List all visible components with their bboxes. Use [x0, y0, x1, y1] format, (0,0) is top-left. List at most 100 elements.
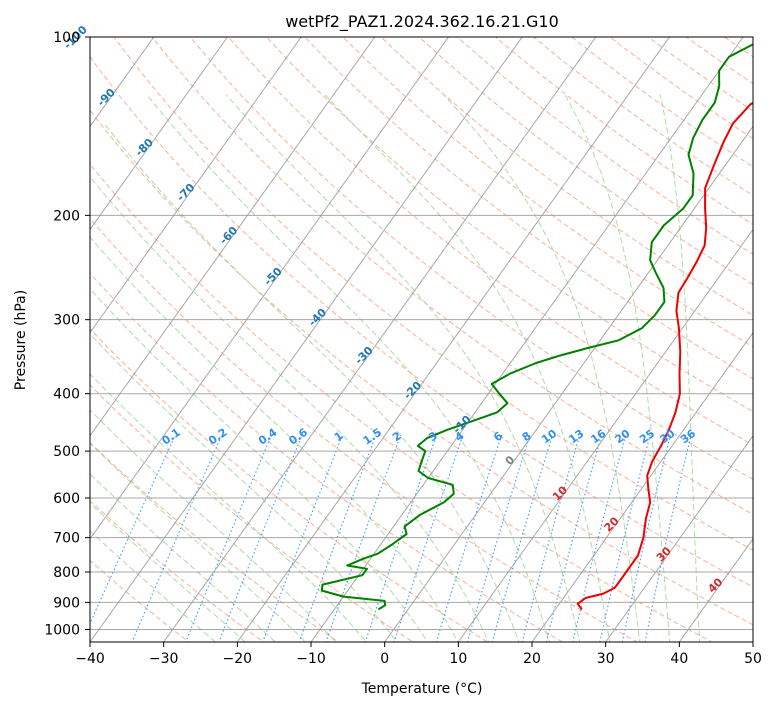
isotherm	[752, 641, 753, 642]
mixing-ratio-line	[298, 435, 377, 642]
isotherm	[0, 37, 7, 642]
dry-adiabat	[151, 37, 753, 515]
mixing-ratio-line	[90, 434, 176, 625]
mixing-ratio-label: 2	[390, 429, 404, 444]
moist-adiabat	[90, 530, 216, 642]
dry-adiabat	[90, 327, 489, 642]
mixing-ratio-label: 0.4	[256, 426, 280, 448]
isotherm-label: -60	[217, 224, 240, 247]
mixing-ratio-line	[364, 435, 438, 642]
y-tick-label: 300	[53, 313, 80, 329]
dry-adiabat	[90, 56, 753, 588]
mixing-ratio-line	[599, 435, 651, 642]
mixing-ratio-label: 0.2	[206, 426, 229, 448]
mixing-ratio-label: 16	[588, 427, 608, 447]
y-tick-label: 600	[53, 491, 80, 507]
dry-adiabat	[227, 37, 753, 446]
mixing-ratio-line	[262, 434, 344, 642]
moist-adiabat	[90, 333, 398, 642]
plot-frame	[89, 36, 754, 643]
mixing-ratio-label: 10	[539, 427, 559, 447]
dry-adiabat	[304, 37, 753, 380]
y-tick-label: 900	[53, 595, 80, 611]
background-lines	[0, 37, 753, 642]
mixing-ratio-line	[435, 435, 503, 642]
data-lines	[320, 43, 753, 611]
chart-title: wetPf2_PAZ1.2024.362.16.21.G10	[285, 12, 559, 32]
isotherm	[605, 434, 753, 642]
temperature-profile	[576, 101, 753, 610]
dry-adiabat	[532, 37, 753, 196]
mixing-ratio-label: 36	[678, 427, 698, 447]
isotherm	[163, 37, 597, 642]
isotherm-label: 20	[602, 514, 622, 534]
moist-adiabat	[103, 123, 520, 642]
isotherm	[384, 125, 753, 642]
mixing-ratio-line	[393, 435, 464, 642]
mixing-ratio-line	[572, 435, 627, 642]
dry-adiabat	[342, 37, 753, 348]
isotherm-label: 10	[550, 483, 570, 503]
mixing-ratio-line	[218, 434, 303, 642]
isotherm	[90, 37, 228, 231]
moist-adiabat	[146, 94, 550, 642]
moist-adiabat	[90, 502, 246, 642]
y-tick-label: 400	[53, 387, 80, 403]
isotherm	[678, 537, 753, 642]
moist-adiabat	[659, 94, 701, 642]
mixing-ratio-label: 1.5	[361, 426, 384, 448]
dry-adiabat	[265, 37, 753, 413]
isotherm-label: -40	[306, 306, 329, 329]
mixing-ratio-label: 0.1	[159, 426, 182, 448]
x-axis-title: Temperature (°C)	[361, 681, 483, 697]
dry-adiabat	[90, 272, 564, 642]
mixing-ratio-line	[545, 435, 603, 642]
moist-adiabat	[324, 94, 611, 642]
x-tick-label: 50	[744, 651, 762, 667]
y-tick-label: 200	[53, 208, 80, 224]
x-tick-label: −20	[223, 651, 253, 667]
mixing-ratio-line	[521, 435, 581, 642]
x-tick-label: 30	[597, 651, 615, 667]
isotherm	[90, 37, 302, 334]
isotherm-label: -30	[352, 344, 375, 367]
isotherm-label: -80	[133, 136, 156, 159]
x-tick-label: 20	[523, 651, 541, 667]
moist-adiabat	[90, 288, 429, 642]
dry-adiabat	[456, 37, 753, 255]
moist-adiabat	[443, 94, 641, 642]
isotherm-label: 40	[705, 575, 725, 595]
mixing-ratio-label: 0.6	[287, 426, 311, 448]
moist-adiabat	[90, 473, 276, 642]
axes: −40 −30 −20 −10 0 10 20 30 40 5010020030040050060…	[44, 30, 762, 667]
mixing-ratio-line	[185, 434, 273, 642]
isotherm-label: 30	[654, 544, 674, 564]
mixing-ratio-label: 6	[491, 429, 505, 444]
isotherm-label: 0	[503, 453, 518, 468]
y-axis-title: Pressure (hPa)	[13, 290, 29, 390]
isotherm	[310, 37, 744, 642]
x-tick-label: −10	[296, 651, 326, 667]
dry-adiabat	[189, 37, 753, 480]
mixing-ratio-line	[621, 435, 672, 642]
y-tick-label: 100	[53, 30, 80, 46]
moist-adiabat	[564, 94, 671, 642]
mixing-ratio-label: 13	[566, 427, 586, 446]
dry-adiabat	[90, 109, 753, 626]
y-tick-label: 500	[53, 444, 80, 460]
dry-adiabat	[494, 37, 753, 226]
moist-adiabat	[90, 175, 490, 642]
x-tick-label: 0	[380, 651, 389, 667]
y-tick-label: 800	[53, 565, 80, 581]
mixing-ratio-line	[466, 435, 531, 642]
dry-adiabat	[113, 37, 753, 551]
isotherm	[90, 37, 449, 540]
dry-adiabat	[723, 37, 753, 58]
isotherm	[90, 37, 523, 642]
x-tick-label: 10	[449, 651, 467, 667]
mixing-ratio-label: 30	[657, 427, 677, 447]
isotherm-label: -20	[401, 379, 424, 402]
isotherm	[531, 331, 753, 642]
moist-adiabat	[225, 94, 581, 642]
